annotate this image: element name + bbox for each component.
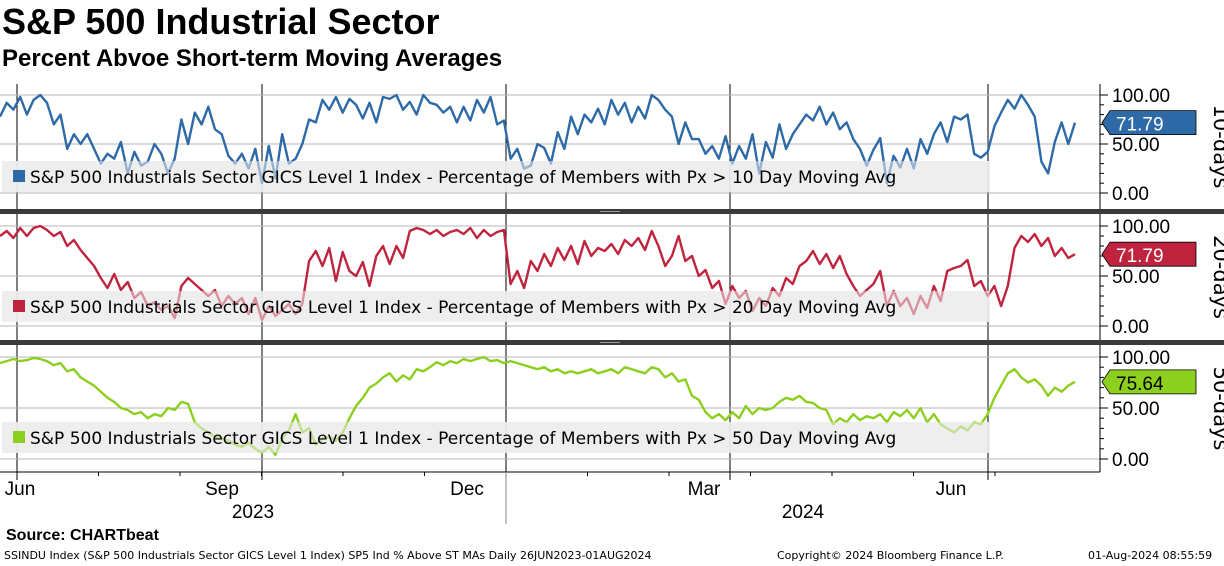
x-tick-label: Dec bbox=[450, 479, 484, 500]
chart-title: S&P 500 Industrial Sector bbox=[2, 1, 440, 42]
legend-overlay bbox=[2, 161, 990, 192]
legend-text-20-days: S&P 500 Industrials Sector GICS Level 1 … bbox=[30, 298, 896, 318]
source-note: Source: CHARTbeat bbox=[6, 527, 159, 544]
legend-overlay bbox=[2, 291, 990, 322]
side-label-50-days: 50-days bbox=[1209, 367, 1224, 451]
side-label-10-days: 10-days bbox=[1209, 105, 1224, 189]
last-value-badge bbox=[1101, 110, 1197, 136]
chart-subtitle: Percent Abvoe Short-term Moving Averages bbox=[2, 45, 503, 72]
legend-text-10-days: S&P 500 Industrials Sector GICS Level 1 … bbox=[30, 168, 896, 188]
legend-swatch bbox=[13, 431, 25, 443]
x-tick-label: Mar bbox=[688, 479, 721, 500]
panel-10-days: S&P 500 Industrials Sector GICS Level 1 … bbox=[0, 84, 1224, 209]
legend-swatch bbox=[13, 300, 25, 312]
y-tick-label: 0.00 bbox=[1112, 450, 1149, 471]
legend-text-50-days: S&P 500 Industrials Sector GICS Level 1 … bbox=[30, 429, 896, 449]
legend-swatch bbox=[13, 170, 25, 182]
y-tick-label: 100.00 bbox=[1112, 348, 1170, 369]
footer-timestamp: 01-Aug-2024 08:55:59 bbox=[1088, 549, 1213, 562]
y-tick-label: 100.00 bbox=[1112, 86, 1170, 107]
y-tick-label: 0.00 bbox=[1112, 184, 1149, 205]
x-year-label: 2024 bbox=[782, 502, 825, 523]
y-tick-label: 100.00 bbox=[1112, 217, 1170, 238]
last-value-label: 71.79 bbox=[1116, 246, 1164, 267]
panel-50-days: S&P 500 Industrials Sector GICS Level 1 … bbox=[0, 345, 1224, 472]
y-tick-label: 50.00 bbox=[1112, 267, 1160, 288]
last-value-badge bbox=[1101, 241, 1197, 267]
series-line-10-days bbox=[0, 93, 1077, 185]
last-value-label: 71.79 bbox=[1116, 115, 1164, 136]
panel-20-days: S&P 500 Industrials Sector GICS Level 1 … bbox=[0, 214, 1224, 340]
x-tick-label: Jun bbox=[936, 479, 967, 500]
side-label-20-days: 20-days bbox=[1209, 235, 1224, 319]
footer-copyright: Copyright© 2024 Bloomberg Finance L.P. bbox=[777, 549, 1004, 562]
legend-overlay bbox=[2, 422, 990, 453]
y-tick-label: 50.00 bbox=[1112, 399, 1160, 420]
last-value-badge bbox=[1101, 369, 1197, 395]
footer-description: SSINDU Index (S&P 500 Industrials Sector… bbox=[4, 549, 652, 562]
y-tick-label: 0.00 bbox=[1112, 317, 1149, 338]
series-line-50-days bbox=[0, 355, 1076, 457]
y-tick-label: 50.00 bbox=[1112, 135, 1160, 156]
x-tick-label: Jun bbox=[5, 479, 36, 500]
x-year-label: 2023 bbox=[232, 502, 274, 523]
x-tick-label: Sep bbox=[205, 479, 239, 500]
last-value-label: 75.64 bbox=[1116, 374, 1164, 395]
